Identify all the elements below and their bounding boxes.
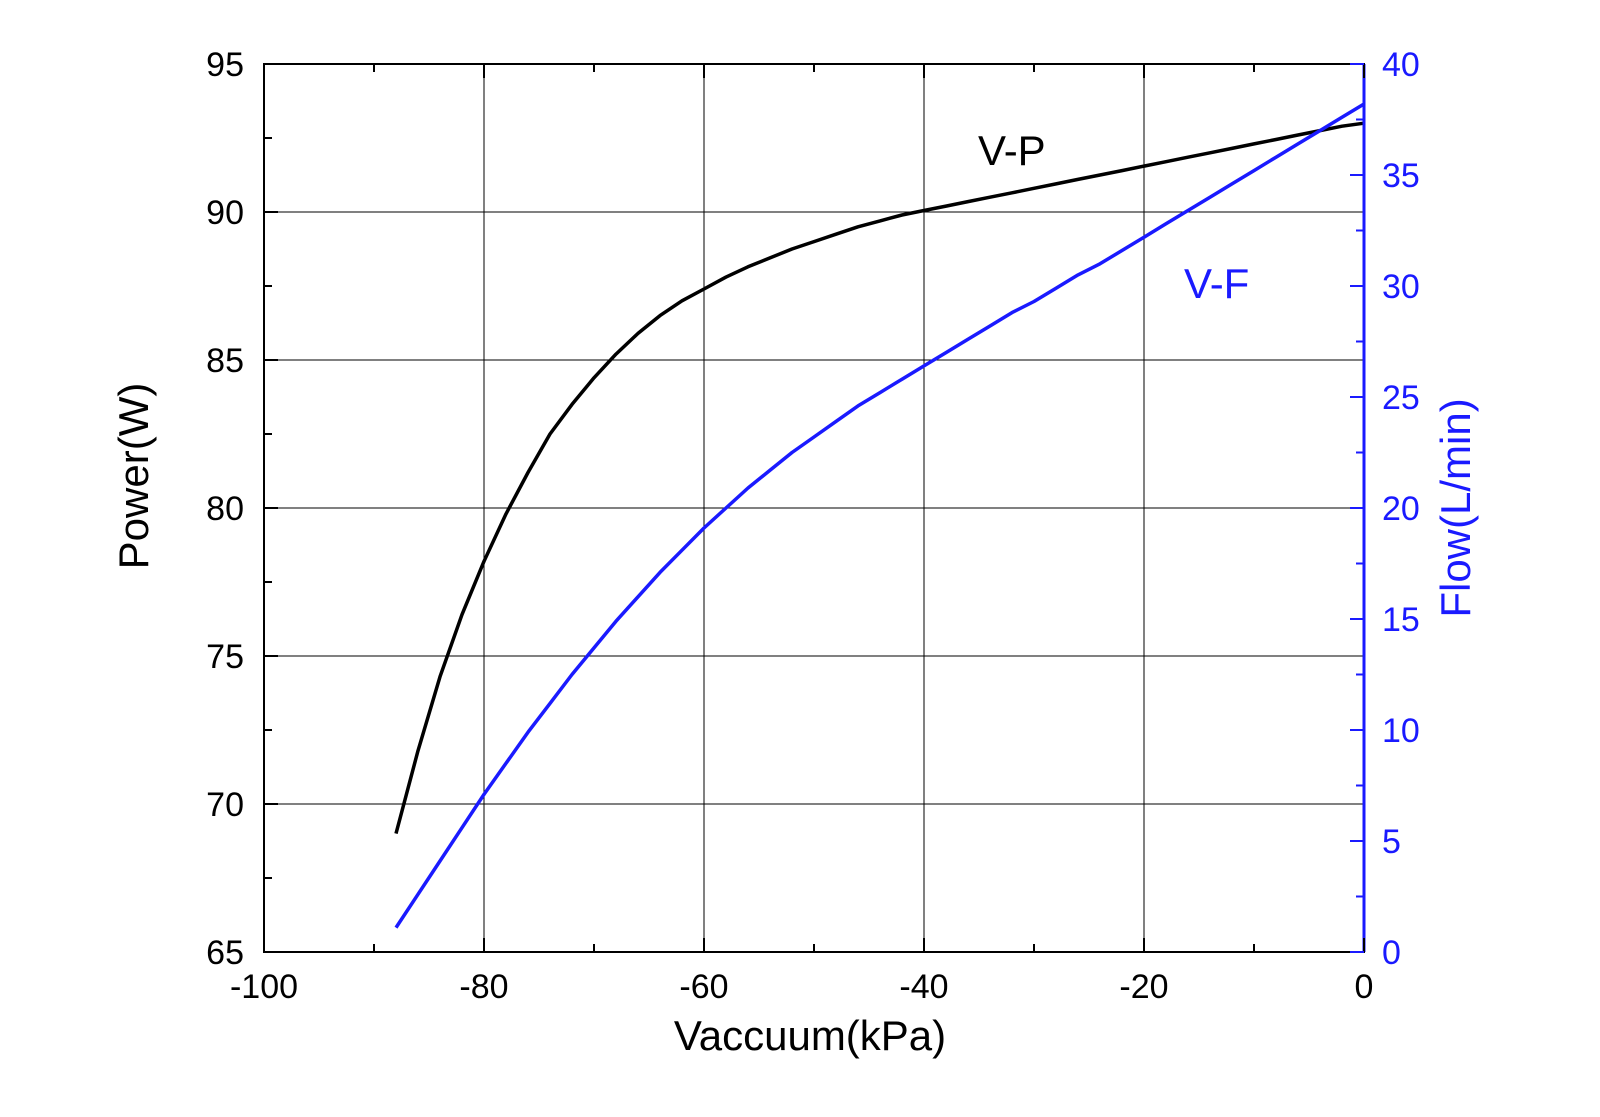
tick-labels: -100 -80 -60 -40 -20 0 65 70 75 80 85 90 95 0 5 10 15 20 2…	[206, 46, 1420, 1006]
series-label-v-p: V-P	[978, 127, 1046, 174]
y-left-tick-label: 65	[206, 934, 244, 972]
x-tick-label: -80	[459, 968, 508, 1006]
x-tick-label: 0	[1355, 968, 1374, 1006]
series-label-v-f: V-F	[1184, 260, 1249, 307]
y-left-axis-title: Power(W)	[110, 383, 157, 570]
y-right-tick-label: 35	[1382, 157, 1420, 195]
y-right-tick-label: 20	[1382, 490, 1420, 528]
y-left-tick-label: 75	[206, 638, 244, 676]
series-line-v-p	[394, 121, 1365, 835]
y-right-tick-label: 40	[1382, 46, 1420, 84]
ticks	[263, 63, 1365, 953]
y-left-tick-label: 85	[206, 342, 244, 380]
x-tick-label: -20	[1119, 968, 1168, 1006]
y-left-tick-label: 70	[206, 786, 244, 824]
series-line-v-f	[394, 102, 1365, 929]
y-right-axis-title: Flow(L/min)	[1432, 398, 1479, 617]
y-right-tick-label: 10	[1382, 712, 1420, 750]
series-layer	[394, 102, 1365, 929]
y-right-tick-label: 5	[1382, 823, 1401, 861]
grid	[264, 64, 1364, 952]
y-left-tick-label: 90	[206, 194, 244, 232]
y-right-tick-label: 15	[1382, 601, 1420, 639]
x-tick-label: -60	[679, 968, 728, 1006]
y-left-tick-label: 95	[206, 46, 244, 84]
x-tick-label: -40	[899, 968, 948, 1006]
y-left-tick-label: 80	[206, 490, 244, 528]
y-right-tick-label: 30	[1382, 268, 1420, 306]
y-right-tick-label: 25	[1382, 379, 1420, 417]
x-axis-title: Vaccuum(kPa)	[674, 1012, 946, 1059]
y-right-tick-label: 0	[1382, 934, 1401, 972]
x-tick-label: -100	[230, 968, 298, 1006]
